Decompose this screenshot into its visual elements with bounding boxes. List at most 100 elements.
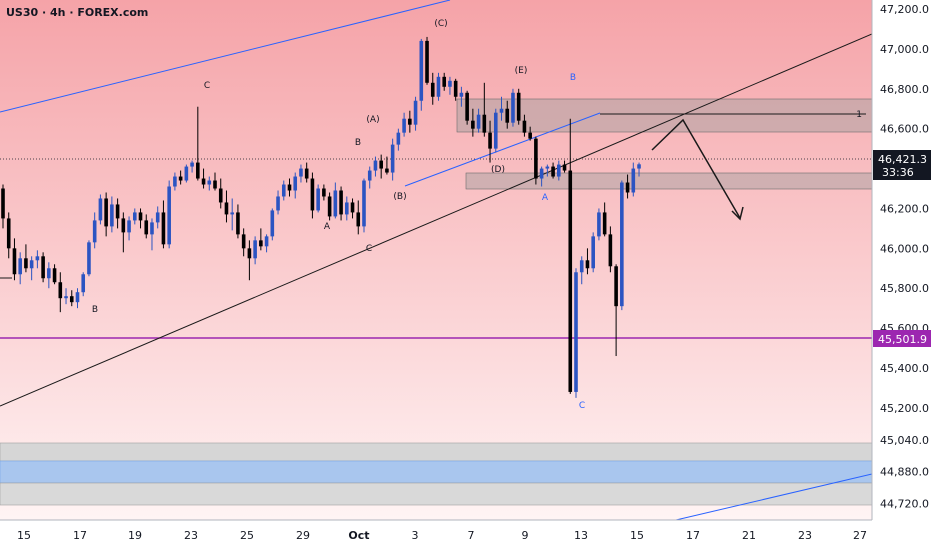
candle-body — [58, 282, 63, 299]
time-tick-label: 17 — [73, 529, 87, 542]
candle-body — [207, 180, 212, 185]
wave-label: A — [324, 222, 331, 232]
candle-body — [568, 170, 573, 392]
candle-body — [345, 202, 349, 215]
candle-body — [47, 268, 51, 279]
candle-body — [625, 182, 630, 193]
candle-body — [637, 164, 641, 169]
candle-body — [241, 234, 246, 249]
candle-body — [442, 76, 447, 87]
candle-body — [499, 108, 504, 113]
projection-path — [651, 118, 741, 219]
candle-body — [522, 120, 527, 133]
wave-label: B — [355, 138, 361, 148]
candle-body — [488, 132, 492, 149]
candle-body — [64, 296, 68, 299]
candle-body — [270, 210, 275, 237]
time-tick-label: 21 — [742, 529, 756, 542]
price-tick-label: 45,040.0 — [880, 434, 929, 447]
wave-label-blue: B — [570, 73, 576, 83]
candle-body — [631, 168, 636, 193]
price-tick-label: 45,200.0 — [880, 402, 929, 415]
candle-body — [264, 236, 269, 247]
supply-zone-lower — [465, 172, 872, 190]
support-zone-gray-lower — [0, 482, 872, 506]
wave-label: (B) — [393, 192, 406, 202]
candle-body — [178, 176, 183, 181]
candle-body — [528, 132, 532, 139]
candle-body — [35, 256, 40, 261]
wave-labels-group: C B A C (A) B (B) (C) (D) (E) A B C — [92, 19, 585, 411]
candle-body — [161, 212, 166, 245]
candle-body — [459, 92, 464, 97]
candle-body — [127, 220, 131, 233]
time-tick-label: 25 — [240, 529, 254, 542]
candle-body — [184, 166, 189, 181]
time-tick-label: 13 — [574, 529, 588, 542]
candle-body — [402, 118, 406, 133]
price-tick-label: 45,400.0 — [880, 362, 929, 375]
level-price-tag: 45,501.9 — [873, 330, 931, 347]
candle-body — [408, 118, 412, 125]
wave-label: C — [204, 81, 210, 91]
candle-body — [316, 188, 320, 211]
price-tick-label: 44,880.0 — [880, 466, 929, 479]
time-tick-label: 9 — [522, 529, 529, 542]
candle-body — [218, 188, 223, 203]
candle-body — [373, 160, 378, 171]
candle-body — [138, 212, 143, 221]
wave-label: (E) — [515, 66, 528, 76]
candle-body — [132, 212, 137, 221]
candle-body — [557, 164, 561, 177]
wave-label: (D) — [491, 165, 505, 175]
candle-body — [516, 92, 521, 121]
plot-background — [0, 0, 872, 520]
candle-body — [310, 178, 315, 211]
candle-body — [602, 212, 607, 235]
candle-body — [608, 234, 613, 267]
candle-body — [52, 268, 57, 283]
candle-body — [155, 212, 160, 223]
price-tick-label: 46,600.0 — [880, 123, 929, 136]
candle-body — [167, 186, 171, 245]
candle-body — [339, 190, 343, 215]
candle-body — [534, 138, 538, 179]
price-tick-label: 44,720.0 — [880, 498, 929, 511]
candle-body — [482, 114, 487, 133]
candle-body — [6, 218, 11, 249]
candle-body — [350, 202, 355, 213]
candle-body — [539, 168, 544, 179]
candle-body — [574, 272, 578, 392]
candle-body — [81, 274, 86, 293]
candle-body — [562, 164, 567, 171]
candle-body — [230, 212, 234, 215]
channel-line-lower-blue — [675, 473, 872, 520]
time-tick-label: 23 — [184, 529, 198, 542]
target-level-marker: 1 — [856, 110, 862, 120]
price-tick-label: 46,200.0 — [880, 202, 929, 215]
candle-body — [430, 82, 435, 97]
candle-body — [110, 204, 114, 227]
candle-body — [545, 166, 550, 169]
candle-body — [121, 218, 126, 233]
time-tick-label: 15 — [630, 529, 644, 542]
candle-body — [448, 80, 452, 87]
price-tick-label: 47,000.0 — [880, 43, 929, 56]
time-tick-label: 3 — [412, 529, 419, 542]
projection-arrowhead — [731, 206, 744, 221]
candle-body — [327, 196, 332, 217]
time-tick-label: 15 — [17, 529, 31, 542]
candle-body — [12, 248, 17, 275]
symbol-title: US30 · 4h · FOREX.com — [6, 6, 148, 19]
candle-body — [333, 190, 338, 217]
candle-body — [597, 212, 601, 237]
time-axis-background — [0, 520, 932, 550]
current-price-tag: 46,421.3 33:36 — [873, 150, 931, 180]
candle-body — [41, 256, 45, 279]
candle-body — [362, 180, 366, 227]
candle-body — [425, 40, 429, 83]
time-tick-label: Oct — [348, 529, 369, 542]
time-tick-label: 17 — [686, 529, 700, 542]
